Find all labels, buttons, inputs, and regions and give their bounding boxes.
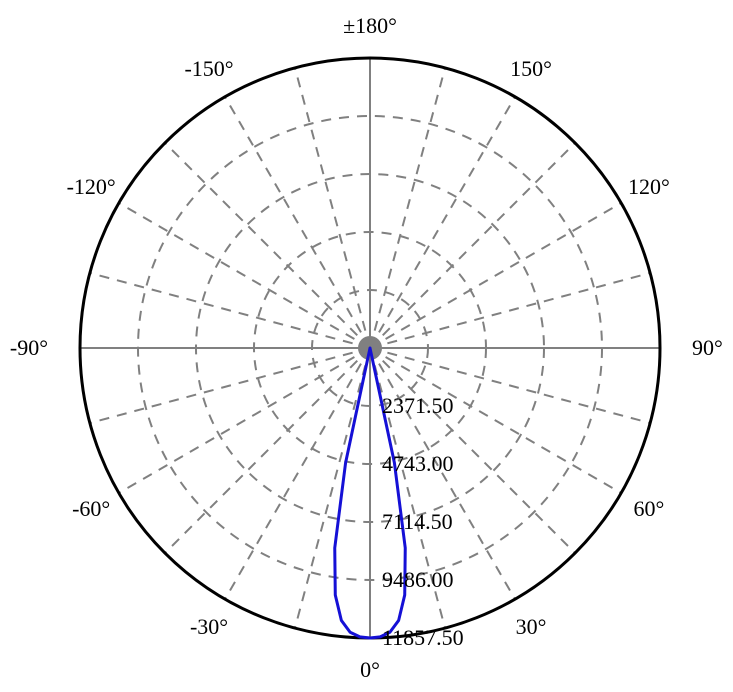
polar-chart: 0° 30° 60° 90° 120° 150° ±180° -150° -120° -90° -6… (0, 0, 733, 692)
angle-label: -30° (190, 614, 228, 640)
radial-label: 11857.50 (382, 625, 464, 651)
angle-label: 90° (692, 335, 723, 361)
angle-label: 120° (628, 174, 670, 200)
angle-label: -150° (184, 56, 233, 82)
angle-label: -60° (72, 496, 110, 522)
angle-label: 0° (360, 657, 380, 683)
angle-label: 30° (516, 614, 547, 640)
radial-label: 4743.00 (382, 451, 454, 477)
radial-label: 7114.50 (382, 509, 453, 535)
angle-label: -90° (10, 335, 48, 361)
radial-label: 9486.00 (382, 567, 454, 593)
angle-label: -120° (67, 174, 116, 200)
polar-chart-svg (0, 0, 733, 692)
angle-label: 60° (633, 496, 664, 522)
angle-label: 150° (510, 56, 552, 82)
radial-label: 2371.50 (382, 393, 454, 419)
angle-label: ±180° (343, 13, 397, 39)
